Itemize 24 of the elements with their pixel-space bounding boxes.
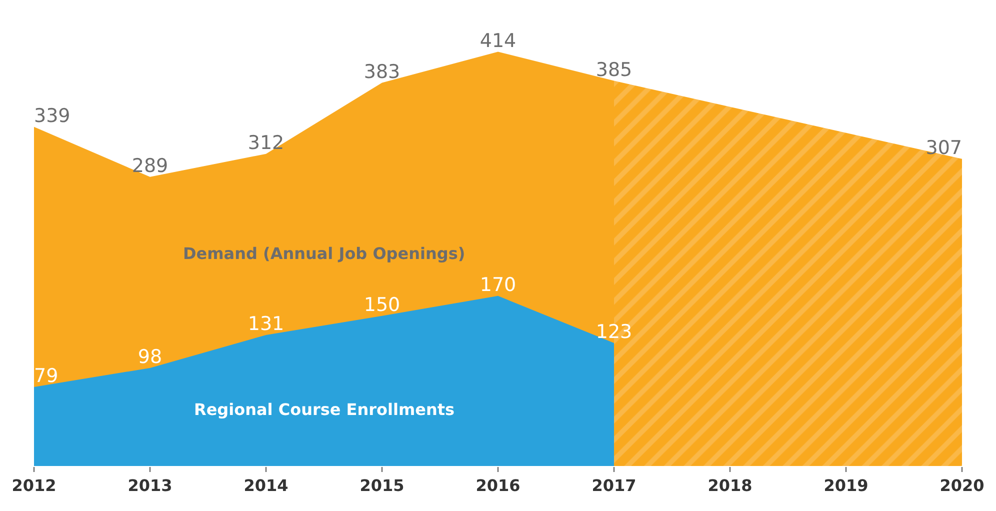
x-tick-label: 2020 [940, 476, 984, 496]
x-tick-label: 2019 [824, 476, 868, 496]
data-label: 307 [926, 137, 962, 160]
data-label: 339 [34, 105, 70, 128]
series-label: Regional Course Enrollments [194, 400, 455, 419]
data-label: 170 [480, 274, 516, 296]
series-label: Demand (Annual Job Openings) [183, 244, 466, 263]
data-label: 98 [138, 346, 162, 368]
x-tick-label: 2017 [592, 476, 636, 496]
data-label: 385 [596, 59, 632, 82]
data-label: 414 [480, 30, 516, 52]
x-tick-label: 2016 [476, 476, 520, 496]
data-label: 383 [364, 61, 400, 84]
x-tick-label: 2015 [360, 476, 404, 496]
data-label: 289 [132, 155, 168, 178]
x-tick-label: 2013 [128, 476, 172, 496]
data-label: 131 [248, 313, 284, 336]
x-tick-label: 2012 [12, 476, 56, 496]
data-label: 150 [364, 294, 400, 316]
data-label: 123 [596, 321, 632, 344]
x-tick-label: 2018 [708, 476, 752, 496]
data-label: 79 [34, 365, 58, 388]
data-label: 312 [248, 132, 284, 154]
x-tick-label: 2014 [244, 476, 288, 496]
